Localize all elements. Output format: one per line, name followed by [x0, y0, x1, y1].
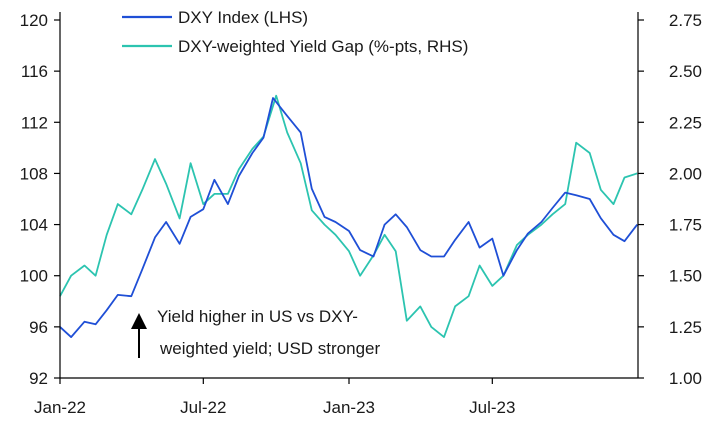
- legend-label-dxy: DXY Index (LHS): [178, 8, 308, 27]
- series-line-yield-gap: [59, 94, 638, 338]
- left-tick-label: 96: [29, 318, 48, 337]
- right-tick-label: 1.00: [669, 369, 702, 388]
- right-axis-ticks: 1.00 1.25 1.50 1.75 2.00 2.25 2.50 2.75: [638, 11, 702, 388]
- annotation-line-1: Yield higher in US vs DXY-: [157, 307, 358, 326]
- left-tick-label: 108: [20, 164, 48, 183]
- right-tick-label: 2.00: [669, 164, 702, 183]
- right-tick-label: 2.75: [669, 11, 702, 30]
- series-layer: [59, 94, 638, 338]
- annotation: Yield higher in US vs DXY- weighted yiel…: [131, 307, 381, 358]
- series-line-dxy: [59, 97, 638, 338]
- right-tick-label: 2.50: [669, 62, 702, 81]
- left-axis-ticks: 92 96 100 104 108 112 116 120: [20, 11, 60, 388]
- x-tick-label: Jan-23: [323, 398, 375, 417]
- left-tick-label: 112: [21, 113, 48, 132]
- annotation-arrow-head: [131, 313, 147, 329]
- annotation-line-2: weighted yield; USD stronger: [159, 339, 381, 358]
- legend: DXY Index (LHS) DXY-weighted Yield Gap (…: [122, 8, 468, 56]
- right-tick-label: 1.25: [669, 318, 702, 337]
- legend-label-yield-gap: DXY-weighted Yield Gap (%-pts, RHS): [178, 37, 468, 56]
- x-tick-label: Jul-23: [469, 398, 515, 417]
- left-tick-label: 104: [20, 216, 48, 235]
- left-tick-label: 120: [20, 11, 48, 30]
- left-tick-label: 100: [20, 267, 48, 286]
- right-tick-label: 1.75: [669, 216, 702, 235]
- right-tick-label: 2.25: [669, 113, 702, 132]
- x-axis-ticks: Jan-22 Jul-22 Jan-23 Jul-23: [34, 378, 515, 417]
- left-tick-label: 92: [29, 369, 48, 388]
- left-tick-label: 116: [21, 62, 48, 81]
- right-tick-label: 1.50: [669, 267, 702, 286]
- x-tick-label: Jul-22: [180, 398, 226, 417]
- x-tick-label: Jan-22: [34, 398, 86, 417]
